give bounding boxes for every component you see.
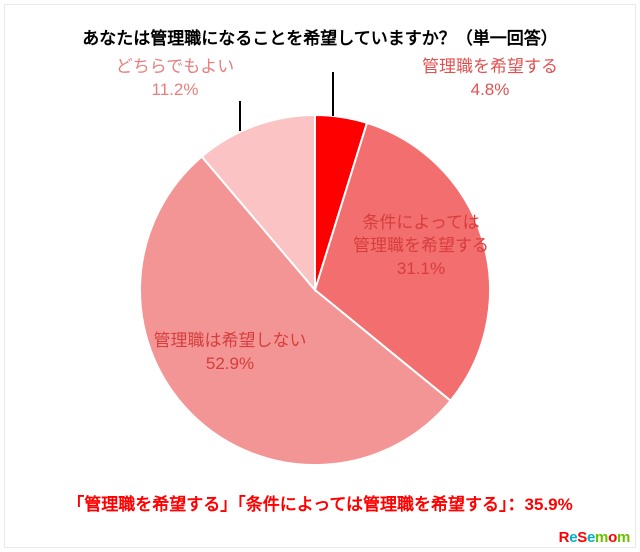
watermark-glyph: S <box>577 529 587 546</box>
watermark-glyph: m <box>595 529 608 546</box>
watermark-glyph: R <box>559 529 570 546</box>
watermark-logo: ReSemom <box>559 529 630 546</box>
slice-label-inside: 管理職は希望しない52.9% <box>130 330 330 376</box>
slice-label-inside: 条件によっては管理職を希望する31.1% <box>336 212 506 281</box>
watermark-glyph: m <box>617 529 630 546</box>
watermark-glyph: e <box>587 529 595 546</box>
leader-line <box>332 72 334 116</box>
summary-line: 「管理職を希望する」「条件によっては管理職を希望する」：35.9% <box>0 490 640 515</box>
slice-label-external: 管理職を希望する4.8% <box>390 56 590 102</box>
leader-line <box>239 101 241 131</box>
watermark-glyph: o <box>608 529 617 546</box>
slice-label-external: どちらでもよい11.2% <box>100 56 250 102</box>
